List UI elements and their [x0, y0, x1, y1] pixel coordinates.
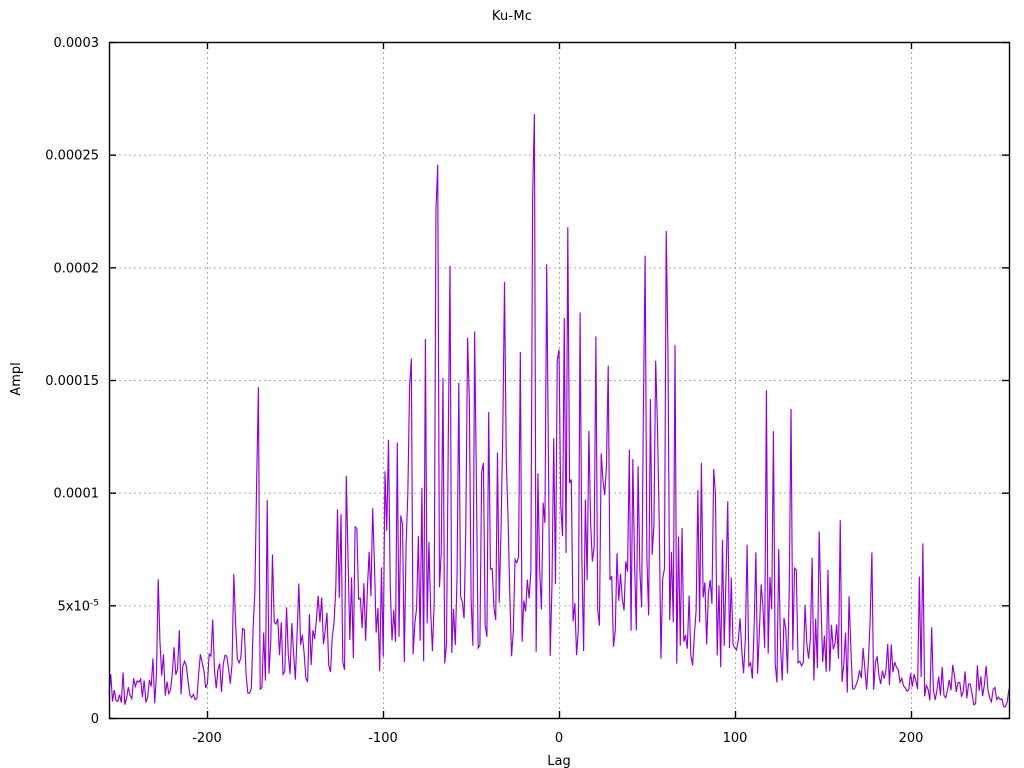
axis-ticks	[109, 41, 1009, 720]
y-axis-tick-label: 5x10-5	[58, 598, 100, 614]
x-axis-tick-label: -200	[192, 731, 222, 746]
x-axis-title: Lag	[547, 754, 570, 768]
axis-tick-labels: 0 5x10-5 0.0001 0.00015 0.0002 0.00025 0.0003 -…	[45, 36, 923, 746]
plot-frame	[108, 41, 1011, 720]
axis-titles: Lag Ampl	[9, 362, 571, 768]
y-axis-tick-label: 0.00025	[45, 149, 99, 164]
y-axis-tick-label: 0.0002	[54, 261, 100, 276]
chart-title: Ku-Mc	[491, 9, 533, 24]
y-axis-title: Ampl	[9, 362, 24, 395]
plot-border	[108, 41, 1011, 720]
x-axis-tick-label: 200	[899, 731, 924, 746]
x-axis-tick-label: -100	[368, 731, 398, 746]
x-axis-tick-label: 100	[723, 731, 748, 746]
y-axis-tick-label: 0.0003	[54, 36, 100, 51]
x-axis-tick-label: 0	[555, 731, 563, 746]
series-line-ku-mc	[108, 114, 1010, 708]
y-axis-tick-label: 0.0001	[54, 487, 100, 502]
y-axis-tick-label: 0	[91, 712, 99, 727]
data-series-ku-mc	[108, 114, 1010, 708]
y-axis-tick-label: 0.00015	[45, 374, 99, 389]
